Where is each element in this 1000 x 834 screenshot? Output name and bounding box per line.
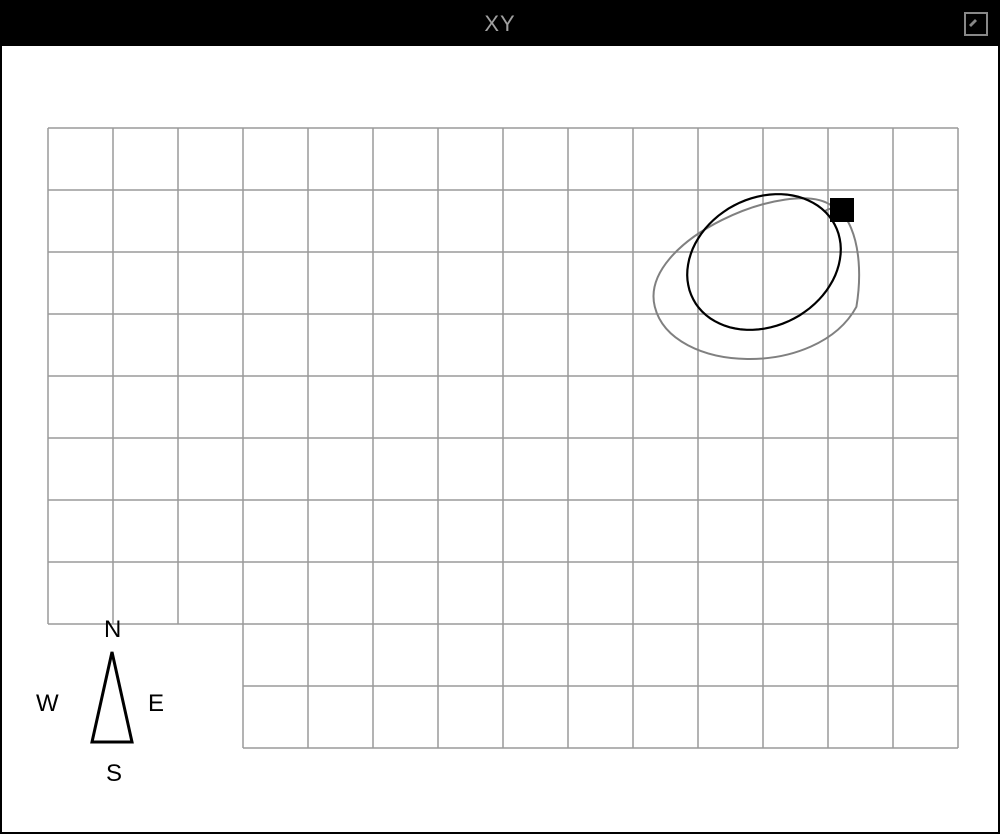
compass-east-label: E (148, 690, 164, 718)
compass-south-label: S (106, 760, 122, 788)
xy-plot-window: XY N S W E (0, 0, 1000, 834)
compass-west-label: W (36, 690, 59, 718)
position-marker (830, 198, 854, 222)
titlebar: XY (2, 2, 998, 46)
compass-triangle-icon (92, 652, 132, 742)
compass-north-label: N (104, 616, 121, 644)
window-control-icon[interactable] (960, 8, 992, 40)
plot-area: N S W E (2, 48, 998, 832)
trajectory-inner (687, 194, 841, 330)
window-title: XY (484, 11, 515, 37)
compass-rose: N S W E (32, 622, 192, 802)
